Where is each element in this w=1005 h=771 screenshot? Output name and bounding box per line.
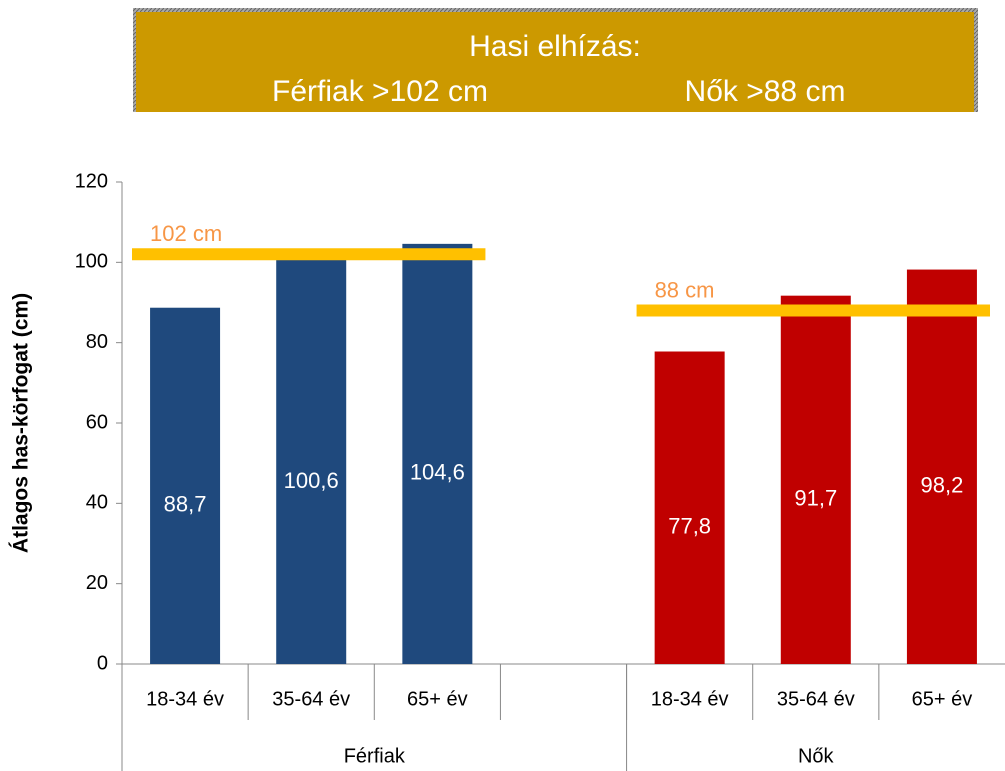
banner-line: Nők >88 cm: [685, 75, 846, 108]
banner-title: Hasi elhízás:: [469, 30, 641, 63]
banner-line: Férfiak >102 cm: [272, 75, 488, 108]
bar: [402, 243, 473, 664]
y-tick-label: 60: [86, 411, 108, 433]
threshold-label: 88 cm: [655, 277, 715, 302]
x-tick-label: 65+ év: [912, 688, 973, 710]
group-label: Nők: [798, 745, 835, 767]
x-tick-label: 35-64 év: [272, 688, 350, 710]
bar: [150, 307, 221, 664]
group-label: Férfiak: [344, 745, 406, 767]
value-label: 104,6: [410, 460, 465, 485]
y-tick-label: 120: [75, 170, 108, 192]
value-label: 77,8: [668, 514, 711, 539]
y-tick-label: 40: [86, 492, 108, 514]
bar: [276, 259, 347, 664]
x-tick-label: 35-64 év: [777, 688, 855, 710]
threshold-label: 102 cm: [150, 221, 222, 246]
value-label: 100,6: [284, 468, 339, 493]
bar: [906, 269, 977, 664]
banner: [136, 12, 974, 112]
y-tick-label: 80: [86, 331, 108, 353]
x-tick-label: 18-34 év: [146, 688, 224, 710]
x-tick-label: 65+ év: [407, 688, 468, 710]
value-label: 91,7: [794, 486, 837, 511]
y-tick-label: 20: [86, 572, 108, 594]
value-label: 98,2: [921, 473, 964, 498]
y-tick-label: 100: [75, 251, 108, 273]
bar: [780, 295, 851, 664]
x-tick-label: 18-34 év: [651, 688, 729, 710]
value-label: 88,7: [164, 492, 207, 517]
bar: [654, 351, 725, 664]
y-tick-label: 0: [97, 652, 108, 674]
y-axis-label: Átlagos has-körfogat (cm): [10, 293, 33, 553]
